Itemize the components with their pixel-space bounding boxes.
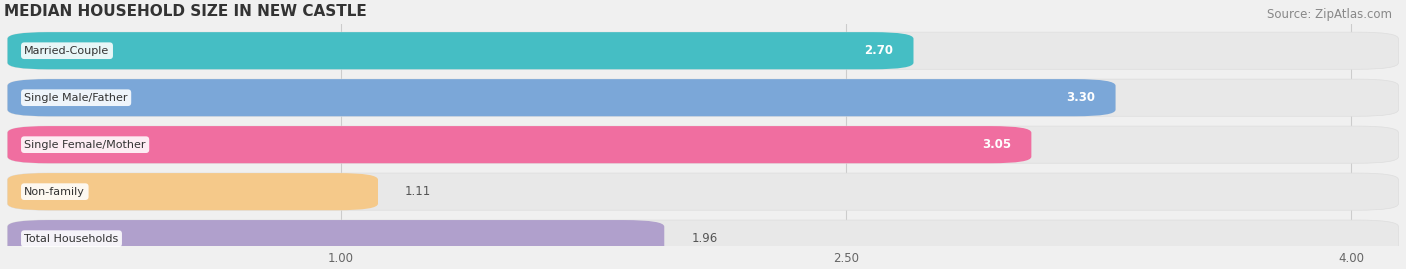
- FancyBboxPatch shape: [7, 32, 914, 69]
- Text: Married-Couple: Married-Couple: [24, 46, 110, 56]
- FancyBboxPatch shape: [7, 173, 378, 210]
- Text: MEDIAN HOUSEHOLD SIZE IN NEW CASTLE: MEDIAN HOUSEHOLD SIZE IN NEW CASTLE: [4, 4, 367, 19]
- Text: Total Households: Total Households: [24, 234, 118, 244]
- FancyBboxPatch shape: [7, 126, 1032, 163]
- FancyBboxPatch shape: [7, 79, 1399, 116]
- Text: 1.11: 1.11: [405, 185, 432, 198]
- Text: Non-family: Non-family: [24, 187, 86, 197]
- Text: Source: ZipAtlas.com: Source: ZipAtlas.com: [1267, 8, 1392, 21]
- FancyBboxPatch shape: [7, 126, 1399, 163]
- FancyBboxPatch shape: [7, 220, 664, 257]
- Text: 3.05: 3.05: [981, 138, 1011, 151]
- Text: Single Male/Father: Single Male/Father: [24, 93, 128, 103]
- FancyBboxPatch shape: [7, 220, 1399, 257]
- FancyBboxPatch shape: [7, 173, 1399, 210]
- Text: 2.70: 2.70: [865, 44, 893, 57]
- FancyBboxPatch shape: [7, 32, 1399, 69]
- Text: Single Female/Mother: Single Female/Mother: [24, 140, 146, 150]
- Text: 3.30: 3.30: [1066, 91, 1095, 104]
- Text: 1.96: 1.96: [692, 232, 717, 245]
- FancyBboxPatch shape: [7, 79, 1115, 116]
